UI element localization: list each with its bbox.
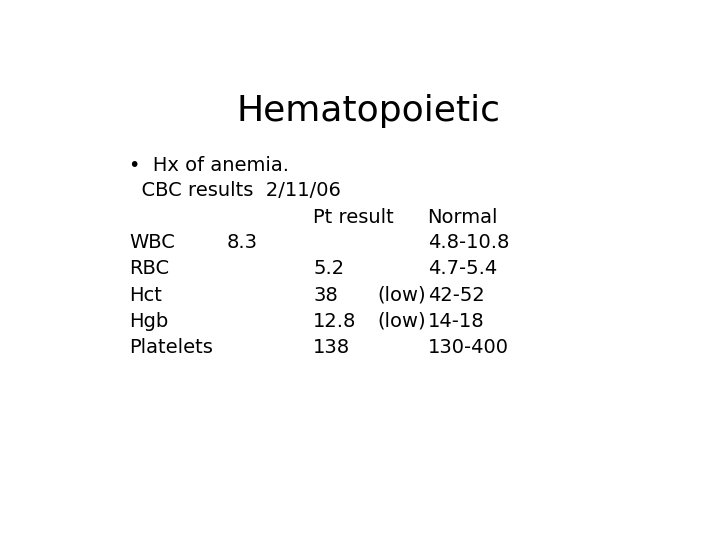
Text: 8.3: 8.3 — [227, 233, 258, 252]
Text: CBC results  2/11/06: CBC results 2/11/06 — [129, 181, 341, 200]
Text: Hgb: Hgb — [129, 312, 168, 331]
Text: Hct: Hct — [129, 286, 162, 305]
Text: Normal: Normal — [428, 208, 498, 227]
Text: •  Hx of anemia.: • Hx of anemia. — [129, 156, 289, 176]
Text: Platelets: Platelets — [129, 338, 213, 357]
Text: 4.7-5.4: 4.7-5.4 — [428, 259, 497, 279]
Text: (low): (low) — [377, 312, 426, 331]
Text: Hematopoietic: Hematopoietic — [237, 94, 501, 128]
Text: 4.8-10.8: 4.8-10.8 — [428, 233, 509, 252]
Text: 12.8: 12.8 — [313, 312, 356, 331]
Text: (low): (low) — [377, 286, 426, 305]
Text: 42-52: 42-52 — [428, 286, 485, 305]
Text: WBC: WBC — [129, 233, 175, 252]
Text: 38: 38 — [313, 286, 338, 305]
Text: 130-400: 130-400 — [428, 338, 508, 357]
Text: RBC: RBC — [129, 259, 169, 279]
Text: 138: 138 — [313, 338, 351, 357]
Text: 5.2: 5.2 — [313, 259, 344, 279]
Text: 14-18: 14-18 — [428, 312, 485, 331]
Text: Pt result: Pt result — [313, 208, 394, 227]
